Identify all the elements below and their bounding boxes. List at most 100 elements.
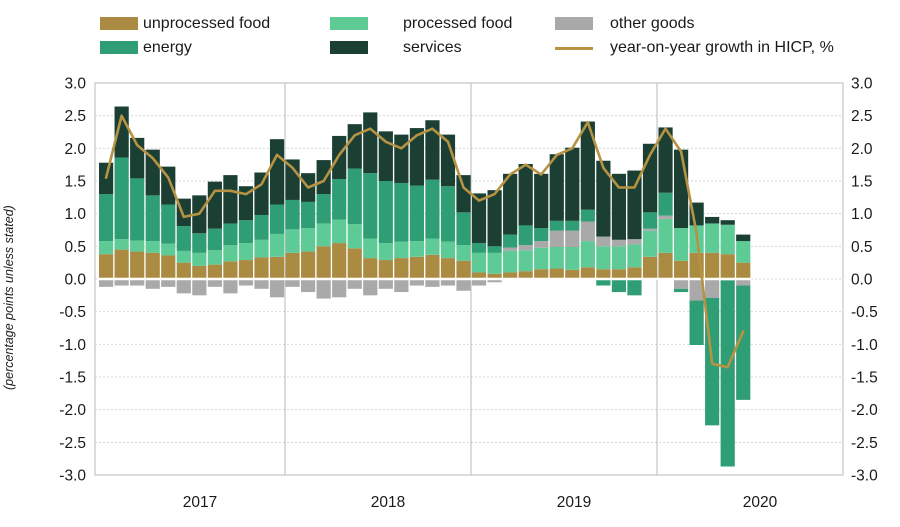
bar-segment-energy [378,181,393,244]
energy-swatch-icon [100,41,138,54]
bar-segment-other-goods [627,239,642,245]
bar-segment-energy [347,168,362,225]
bar-segment-services [487,190,502,247]
bar-segment-other-goods [471,279,487,286]
bar-segment-services [161,166,176,205]
bar-segment-services [394,134,409,183]
bar-segment-services [223,175,238,224]
bar-segment-services [503,173,518,235]
bar-segment-processed-food [394,241,409,259]
bar-segment-other-goods [440,279,456,286]
bar-segment-services [456,175,471,213]
bar-segment-energy [114,157,129,240]
bar-segment-other-goods [409,279,424,286]
bar-segment-unprocessed-food [425,254,440,279]
bar-segment-other-goods [254,279,269,289]
x-year-label: 2018 [371,494,405,511]
bar-segment-processed-food [409,241,424,257]
bar-segment-services [285,159,300,200]
bar-segment-processed-food [161,243,176,256]
bar-segment-energy [363,173,378,239]
bar-segment-other-goods [207,279,222,287]
bar-segment-services [627,170,642,240]
y-tick-label-right: -1.0 [851,337,878,354]
y-tick-label-left: 1.0 [64,206,86,223]
bar-segment-energy [130,178,145,241]
bar-segment-processed-food [549,246,564,269]
bar-segment-energy [176,226,191,251]
bar-segment-processed-food [130,240,145,252]
bar-segment-energy [192,233,207,253]
bar-segment-processed-food [363,238,378,259]
legend-label: processed food [403,15,513,32]
bar-segment-energy [269,204,285,234]
bar-segment-energy [518,225,533,246]
plot-frame [94,82,844,476]
bar-segment-unprocessed-food [627,267,642,279]
bar-segment-unprocessed-food [301,251,316,279]
bar-segment-processed-food [627,244,642,268]
bar-segment-other-goods [316,279,331,299]
bar-segment-processed-food [534,247,549,270]
bar-segment-unprocessed-food [456,260,471,279]
bar-segment-other-goods [223,279,238,294]
bar-segment-unprocessed-food [487,273,502,279]
bar-segment-unprocessed-food [363,258,378,279]
y-tick-label-right: -2.5 [851,435,878,452]
bar-segment-unprocessed-food [534,269,549,279]
bar-segment-unprocessed-food [658,252,673,279]
bar-segment-processed-food [425,238,440,255]
bar-segment-services [720,220,735,225]
bar-segment-services [332,135,347,180]
bar-segment-energy [238,220,254,244]
y-tick-label-left: 1.5 [64,174,86,191]
bar-segment-processed-food [736,241,751,263]
bar-segment-processed-food [658,218,673,253]
bar-segment-services [565,147,580,221]
hicp-growth-line [104,114,745,369]
bar-segment-other-goods [611,239,627,247]
bar-segment-energy [565,220,580,231]
bar-segment-services [736,234,751,242]
bar-segment-services [425,120,440,180]
bar-segment-unprocessed-food [316,246,331,279]
bar-segment-other-goods [394,279,409,293]
bar-segment-energy [689,300,704,345]
bar-segment-other-goods [192,279,207,296]
bar-segment-energy [673,288,689,293]
y-tick-label-right: -3.0 [851,468,878,485]
bar-segment-services [316,160,331,195]
y-tick-label-right: 0.0 [851,272,873,289]
bar-segment-unprocessed-food [471,272,487,279]
bar-segment-energy [409,185,424,242]
bar-segment-energy [471,243,487,253]
bar-segment-processed-food [596,246,611,270]
y-tick-label-left: -2.5 [59,435,86,452]
bar-segment-other-goods [580,221,595,242]
y-tick-label-left: -1.0 [59,337,86,354]
bar-segment-unprocessed-food [378,260,393,279]
y-tick-label-left: -3.0 [59,468,86,485]
y-tick-label-right: 3.0 [851,76,873,93]
bar-segment-unprocessed-food [720,254,735,279]
bar-segment-processed-food [487,252,502,274]
bar-segment-other-goods [363,279,378,296]
bar-segment-energy [440,186,456,242]
bar-segment-energy [627,279,642,296]
bar-segment-services [611,173,627,240]
bar-segment-processed-food [114,239,129,250]
bar-segment-services [673,149,689,229]
bar-segment-unprocessed-food [99,254,114,279]
bar-segment-other-goods [378,279,393,289]
bar-segment-unprocessed-food [503,272,518,279]
hicp-line-swatch-icon [555,47,593,50]
bar-segment-energy [534,228,549,242]
y-tick-label-right: 2.5 [851,108,873,125]
bar-segment-services [114,106,129,158]
bar-segment-energy [254,214,269,240]
bar-segment-other-goods [503,247,518,251]
bar-segment-energy [720,280,735,467]
bar-segment-unprocessed-food [207,264,222,279]
bar-segment-energy [332,179,347,220]
bar-segment-processed-food [254,239,269,258]
